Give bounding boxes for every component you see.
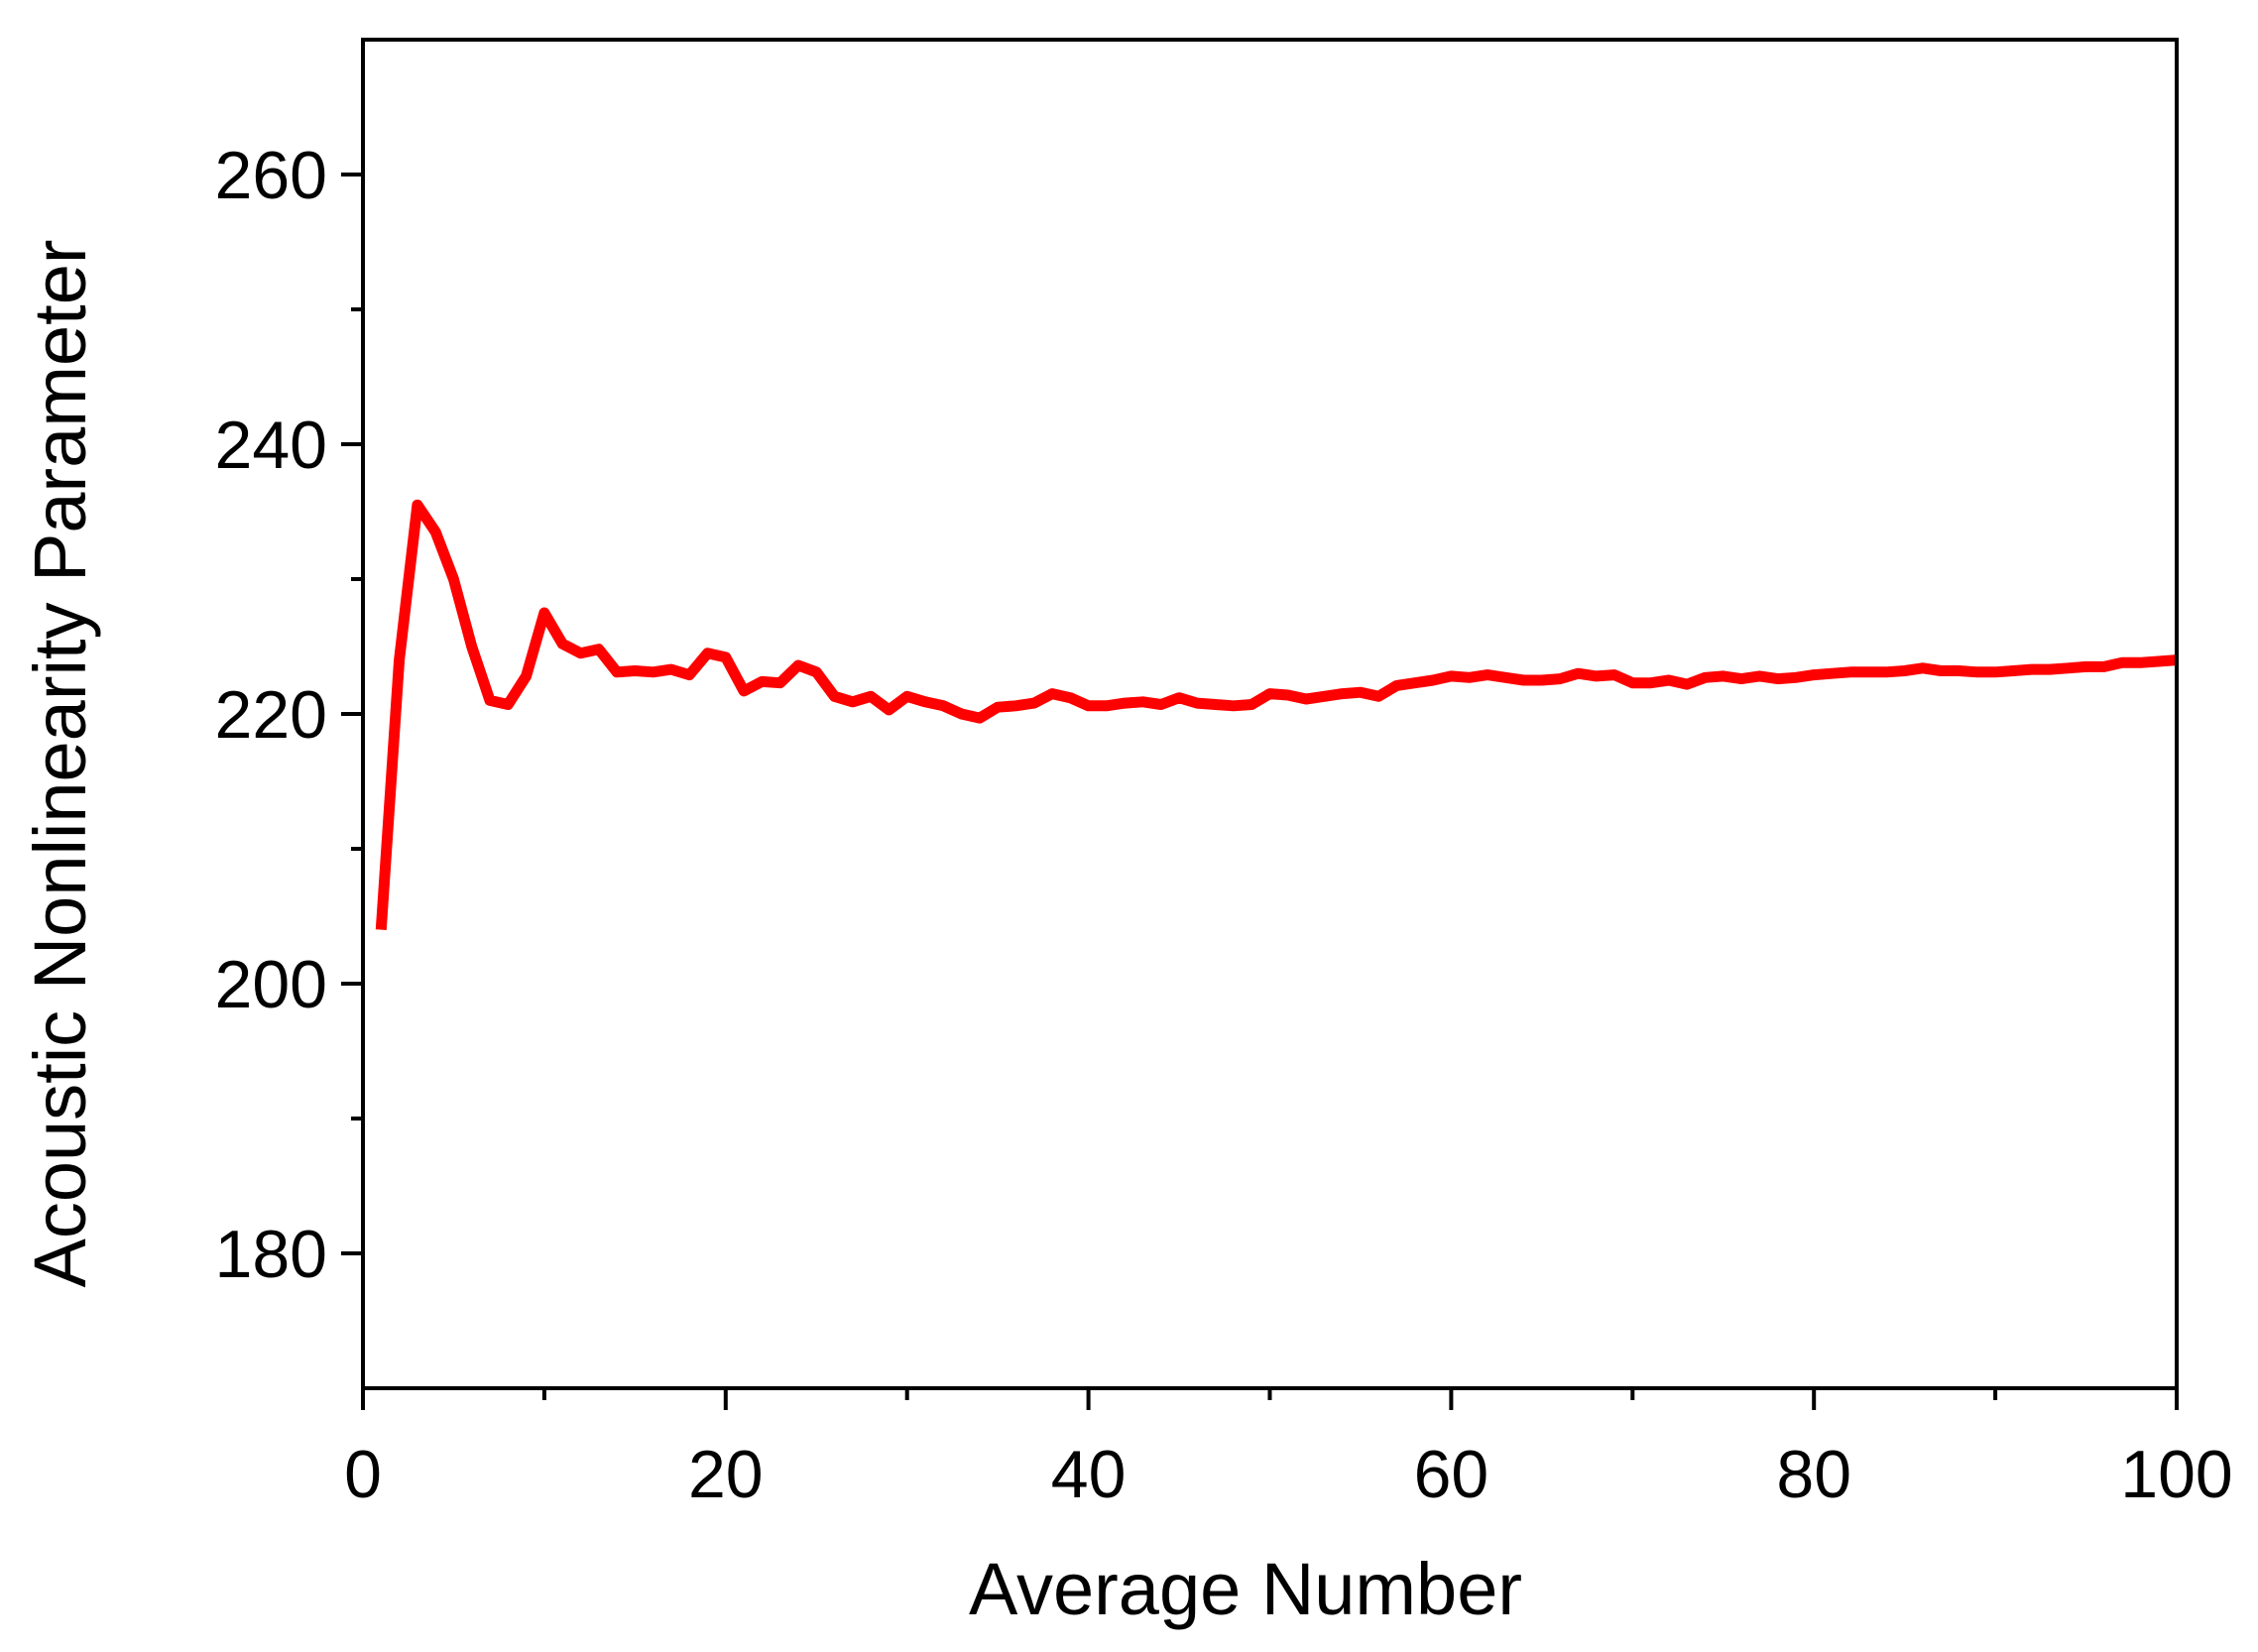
major-ticks (341, 173, 2179, 1410)
y-tick-label: 260 (215, 138, 327, 213)
y-tick-label: 220 (215, 677, 327, 753)
x-tick-label: 80 (1776, 1437, 1851, 1512)
x-tick-labels: 0 20 40 60 80 100 (344, 1437, 2233, 1512)
x-tick-label: 100 (2120, 1437, 2232, 1512)
x-tick-label: 40 (1051, 1437, 1127, 1512)
y-tick-label: 200 (215, 947, 327, 1022)
x-tick-label: 0 (344, 1437, 382, 1512)
y-tick-labels: 180 200 220 240 260 (215, 138, 327, 1292)
x-tick-label: 20 (688, 1437, 764, 1512)
x-tick-label: 60 (1414, 1437, 1489, 1512)
plot-area-frame (361, 38, 2179, 1390)
y-tick-label: 240 (215, 408, 327, 483)
series-line-0 (375, 499, 2178, 930)
x-axis-title: Average Number (969, 1548, 1522, 1630)
y-axis-title: Acoustic Nonlinearity Parameter (19, 240, 101, 1288)
y-tick-label: 180 (215, 1217, 327, 1292)
series-layer (375, 499, 2178, 930)
